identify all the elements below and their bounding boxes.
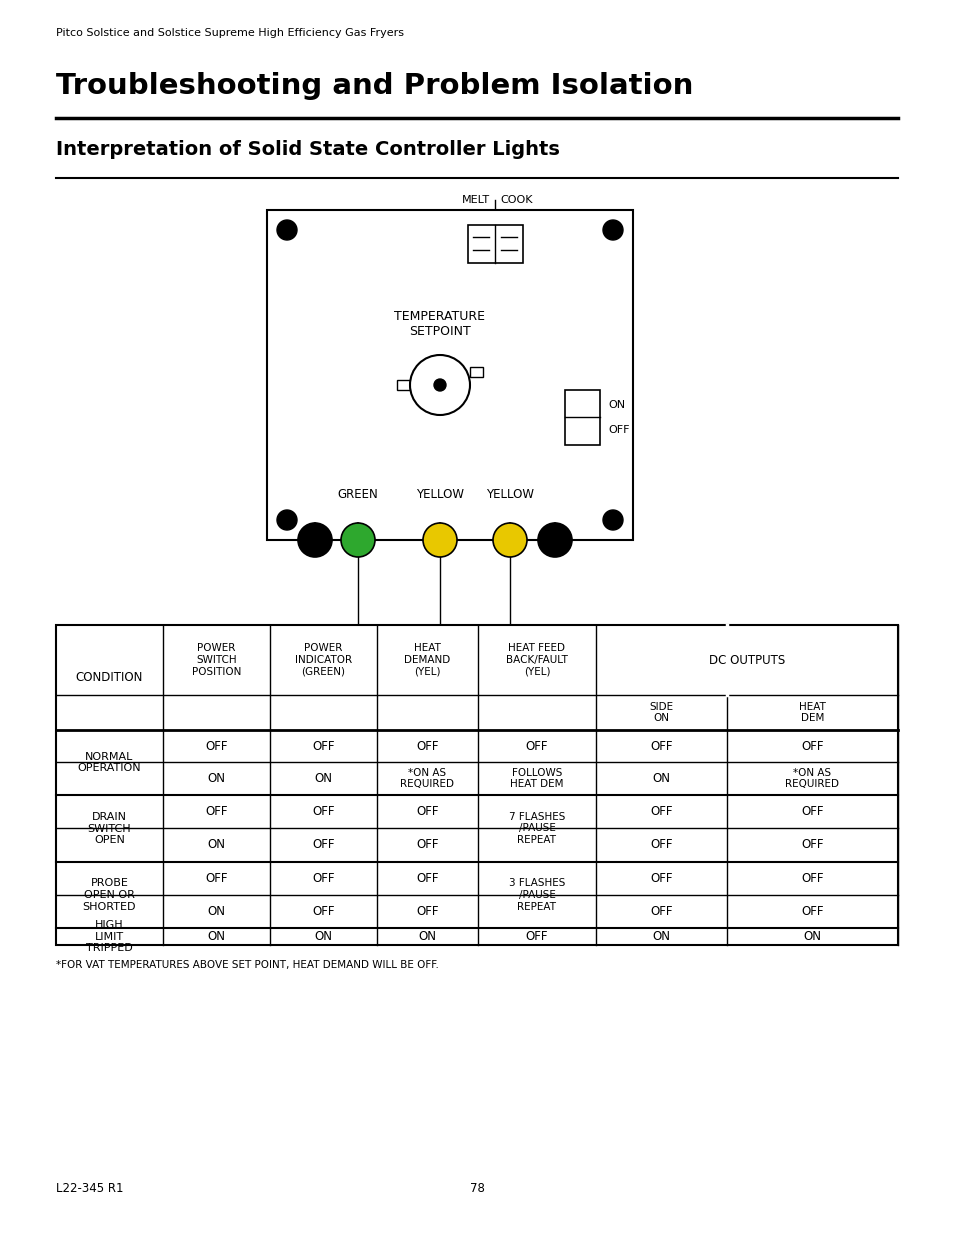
Text: TEMPERATURE
SETPOINT: TEMPERATURE SETPOINT <box>395 310 485 338</box>
Text: HIGH
LIMIT
TRIPPED: HIGH LIMIT TRIPPED <box>86 920 132 953</box>
Text: HEAT
DEM: HEAT DEM <box>799 701 825 724</box>
Text: OFF: OFF <box>801 872 822 885</box>
Text: OFF: OFF <box>650 905 672 918</box>
Text: L22-345 R1: L22-345 R1 <box>56 1182 123 1195</box>
Text: OFF: OFF <box>650 839 672 851</box>
Circle shape <box>276 220 296 240</box>
Text: HEAT FEED
BACK/FAULT
(YEL): HEAT FEED BACK/FAULT (YEL) <box>505 643 567 677</box>
Text: ON: ON <box>208 930 225 944</box>
Text: OFF: OFF <box>312 872 335 885</box>
Text: OFF: OFF <box>416 805 438 818</box>
Circle shape <box>493 522 526 557</box>
Bar <box>564 390 599 445</box>
Text: OFF: OFF <box>312 805 335 818</box>
Bar <box>468 225 522 263</box>
Text: GREEN: GREEN <box>337 488 378 501</box>
Circle shape <box>276 510 296 530</box>
Circle shape <box>602 220 622 240</box>
Circle shape <box>434 379 446 391</box>
Text: OFF: OFF <box>416 872 438 885</box>
Text: DRAIN
SWITCH
OPEN: DRAIN SWITCH OPEN <box>88 811 132 845</box>
Text: OFF: OFF <box>525 930 548 944</box>
Text: OFF: OFF <box>416 740 438 752</box>
Text: ON: ON <box>314 930 333 944</box>
Text: COOK: COOK <box>499 195 532 205</box>
Text: OFF: OFF <box>205 805 228 818</box>
Circle shape <box>297 522 332 557</box>
Text: *ON AS
REQUIRED: *ON AS REQUIRED <box>784 768 839 789</box>
Bar <box>267 210 633 540</box>
Text: 7 FLASHES
/PAUSE
REPEAT: 7 FLASHES /PAUSE REPEAT <box>508 811 564 845</box>
Text: FOLLOWS
HEAT DEM: FOLLOWS HEAT DEM <box>510 768 563 789</box>
Text: ON: ON <box>652 772 670 785</box>
Text: ON: ON <box>802 930 821 944</box>
Text: POWER
SWITCH
POSITION: POWER SWITCH POSITION <box>192 643 241 677</box>
Bar <box>56 625 897 945</box>
Text: Interpretation of Solid State Controller Lights: Interpretation of Solid State Controller… <box>56 140 559 159</box>
Circle shape <box>410 354 470 415</box>
Text: Pitco Solstice and Solstice Supreme High Efficiency Gas Fryers: Pitco Solstice and Solstice Supreme High… <box>56 28 403 38</box>
Text: YELLOW: YELLOW <box>416 488 463 501</box>
Text: HEAT
DEMAND
(YEL): HEAT DEMAND (YEL) <box>404 643 450 677</box>
Bar <box>396 380 410 390</box>
Text: ON: ON <box>208 839 225 851</box>
Circle shape <box>537 522 572 557</box>
Text: OFF: OFF <box>650 805 672 818</box>
Text: OFF: OFF <box>801 905 822 918</box>
Text: OFF: OFF <box>801 805 822 818</box>
Text: ON: ON <box>314 772 333 785</box>
Text: PROBE
OPEN OR
SHORTED: PROBE OPEN OR SHORTED <box>83 878 136 911</box>
Text: OFF: OFF <box>416 905 438 918</box>
Text: 78: 78 <box>469 1182 484 1195</box>
Text: ON: ON <box>208 772 225 785</box>
Text: OFF: OFF <box>650 740 672 752</box>
Text: OFF: OFF <box>607 425 629 435</box>
Text: ON: ON <box>652 930 670 944</box>
Circle shape <box>422 522 456 557</box>
Text: NORMAL
OPERATION: NORMAL OPERATION <box>77 752 141 773</box>
Text: OFF: OFF <box>312 740 335 752</box>
Text: DC OUTPUTS: DC OUTPUTS <box>708 653 784 667</box>
Text: OFF: OFF <box>416 839 438 851</box>
Circle shape <box>340 522 375 557</box>
Text: OFF: OFF <box>205 872 228 885</box>
Text: ON: ON <box>208 905 225 918</box>
Text: OFF: OFF <box>312 839 335 851</box>
Text: OFF: OFF <box>525 740 548 752</box>
Text: OFF: OFF <box>205 740 228 752</box>
Text: ON: ON <box>607 400 624 410</box>
Text: YELLOW: YELLOW <box>485 488 534 501</box>
Text: OFF: OFF <box>312 905 335 918</box>
Text: CONDITION: CONDITION <box>75 671 143 684</box>
Text: MELT: MELT <box>461 195 490 205</box>
Text: Troubleshooting and Problem Isolation: Troubleshooting and Problem Isolation <box>56 72 693 100</box>
Text: 3 FLASHES
/PAUSE
REPEAT: 3 FLASHES /PAUSE REPEAT <box>508 878 564 911</box>
Text: *ON AS
REQUIRED: *ON AS REQUIRED <box>400 768 454 789</box>
Text: *FOR VAT TEMPERATURES ABOVE SET POINT, HEAT DEMAND WILL BE OFF.: *FOR VAT TEMPERATURES ABOVE SET POINT, H… <box>56 960 438 969</box>
Text: OFF: OFF <box>801 740 822 752</box>
Text: OFF: OFF <box>650 872 672 885</box>
Text: ON: ON <box>418 930 436 944</box>
Text: SIDE
ON: SIDE ON <box>649 701 673 724</box>
Circle shape <box>602 510 622 530</box>
Bar <box>470 367 482 377</box>
Text: POWER
INDICATOR
(GREEN): POWER INDICATOR (GREEN) <box>294 643 352 677</box>
Text: OFF: OFF <box>801 839 822 851</box>
